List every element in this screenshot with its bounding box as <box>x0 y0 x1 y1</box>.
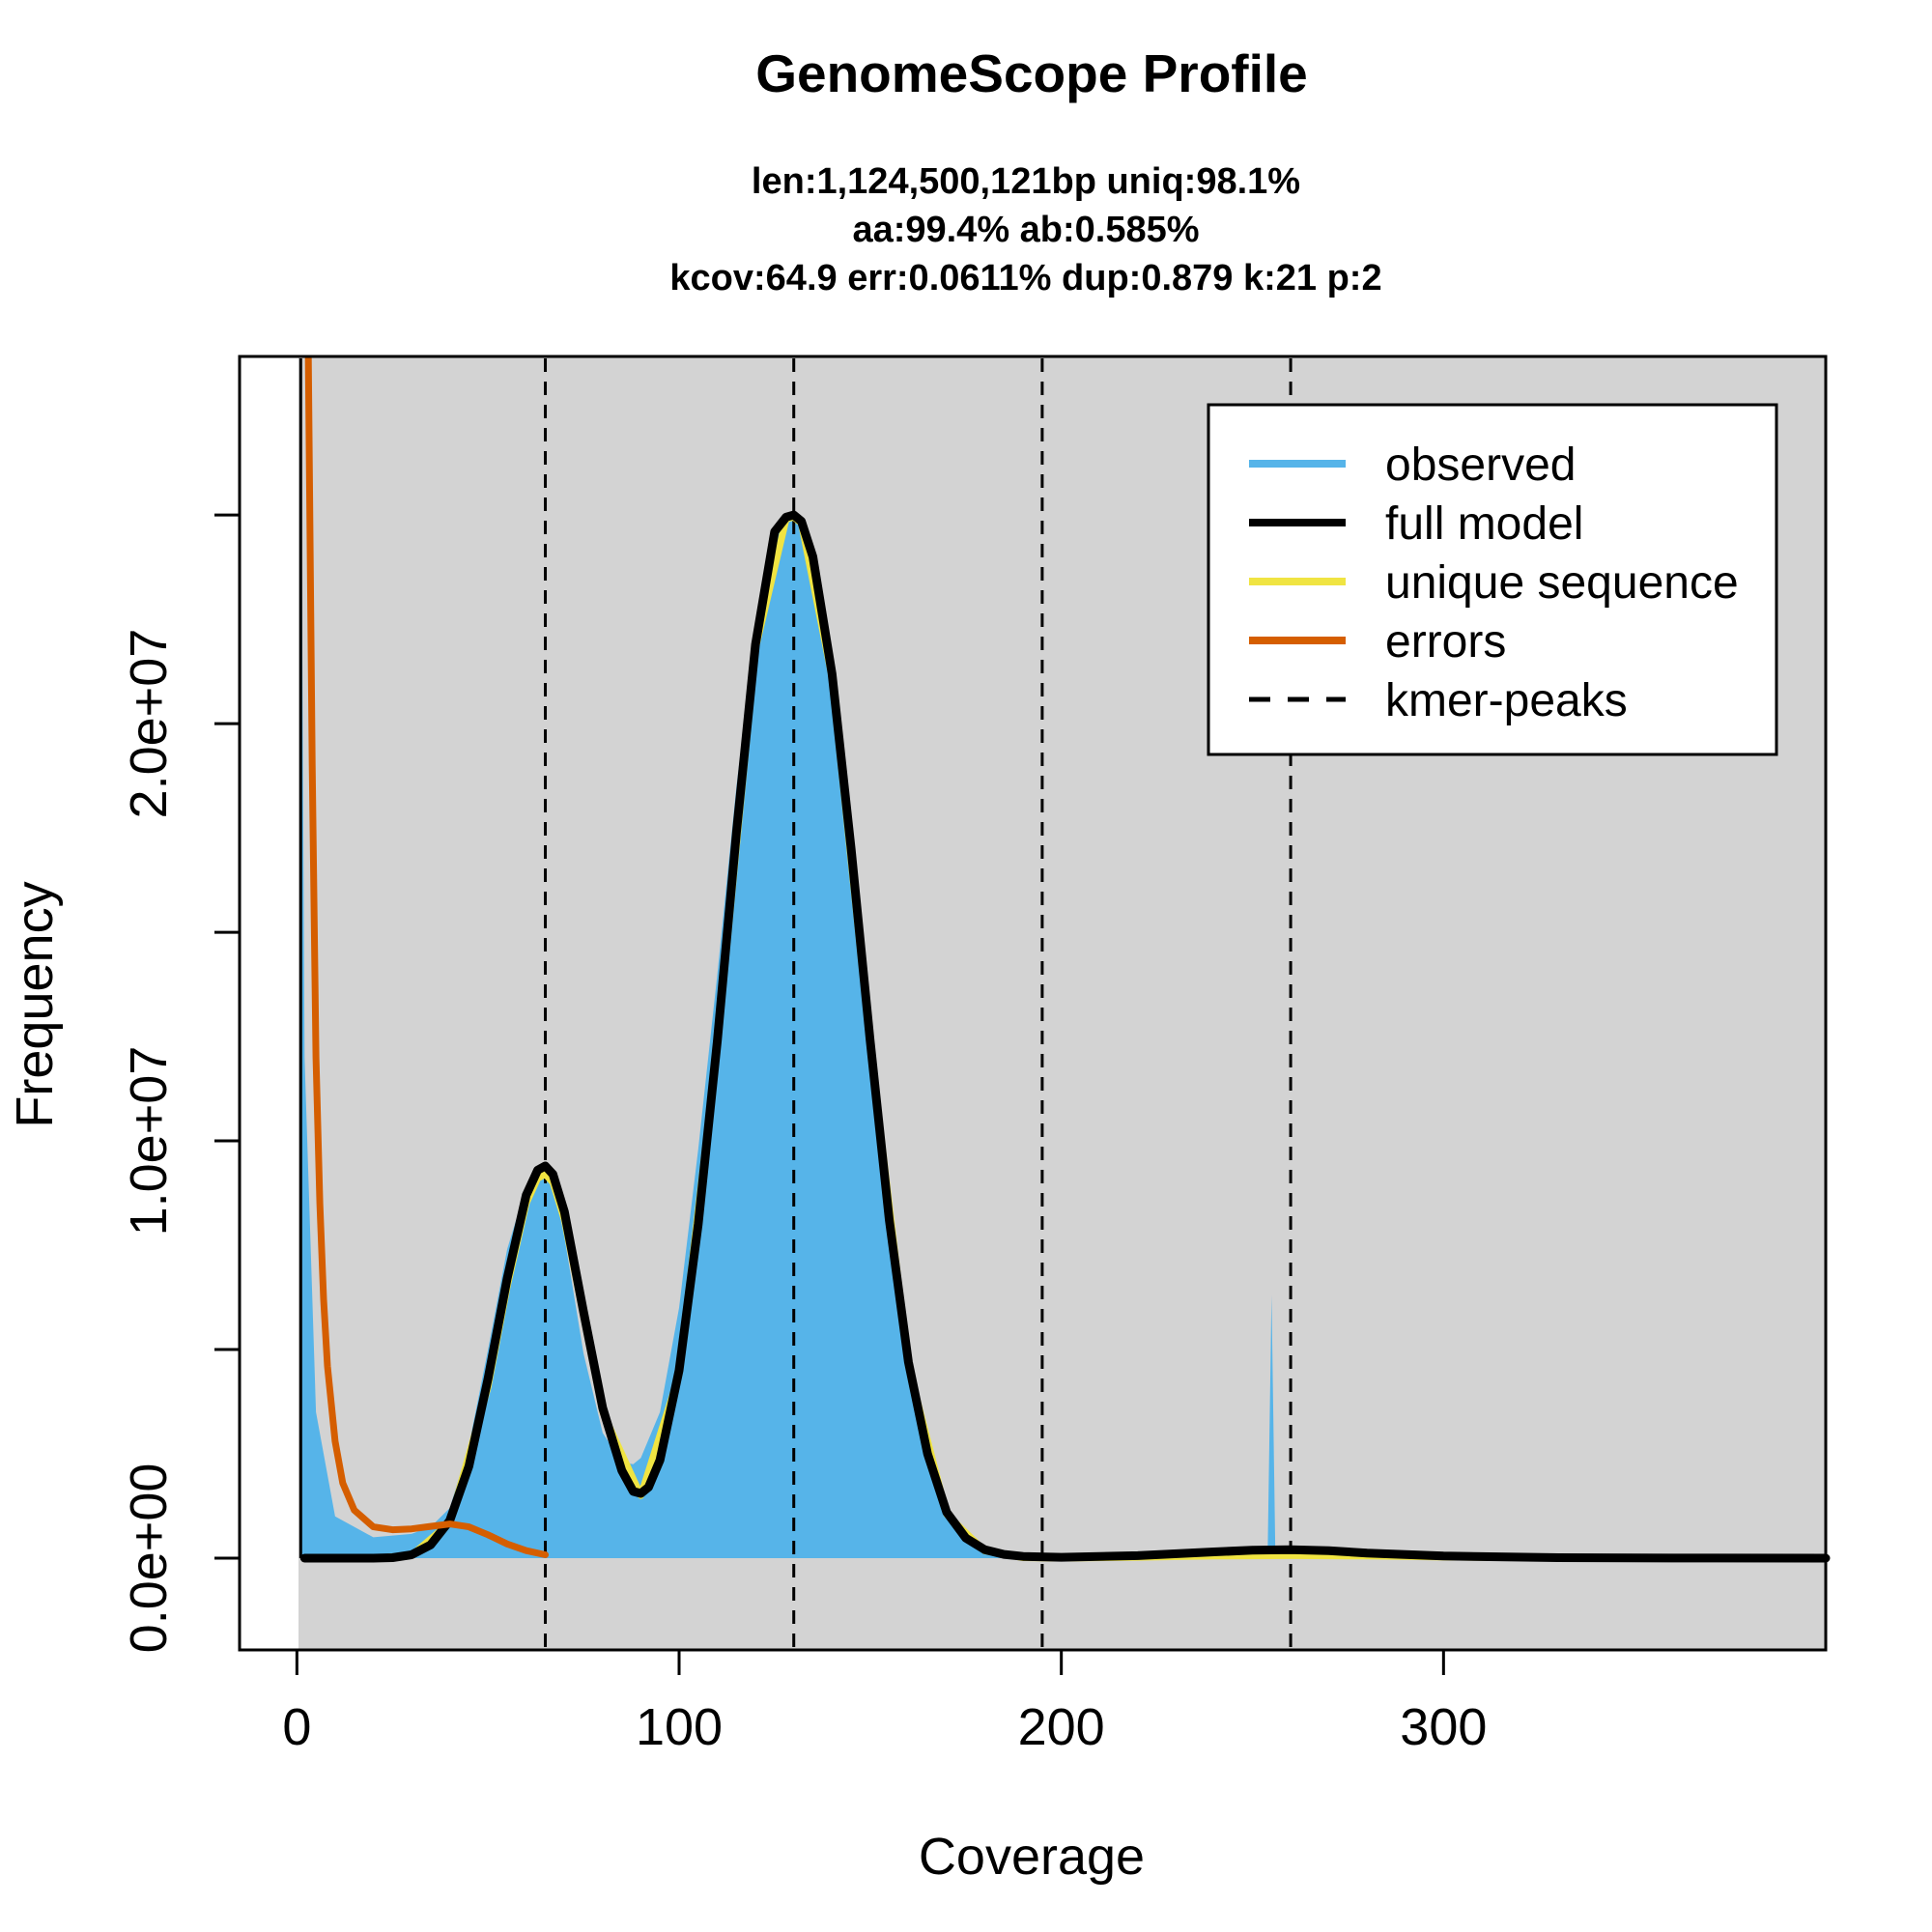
x-tick-label-200: 200 <box>1018 1698 1105 1756</box>
y-axis-label: Frequency <box>6 881 64 1127</box>
legend-label-full-model: full model <box>1385 498 1583 550</box>
y-axis: 0.0e+00 1.0e+07 2.0e+07 <box>120 513 242 1654</box>
legend-label-kmer-peaks: kmer-peaks <box>1385 675 1628 726</box>
series-full-model-line <box>299 510 1831 1563</box>
chart-title: GenomeScope Profile <box>755 43 1308 103</box>
y-tick-label-4: 2.0e+07 <box>120 629 178 819</box>
legend: observed full model unique sequence erro… <box>1207 403 1778 756</box>
y-tick-label-2: 1.0e+07 <box>120 1046 178 1236</box>
x-axis: 0 100 200 300 <box>282 1648 1487 1756</box>
white-band <box>241 357 298 1649</box>
legend-label-errors: errors <box>1385 616 1506 668</box>
legend-label-unique-sequence: unique sequence <box>1385 557 1739 609</box>
legend-label-observed: observed <box>1385 440 1576 491</box>
chart-subtitle-line-1: len:1,124,500,121bp uniq:98.1% <box>752 161 1300 202</box>
observed-area-group <box>298 358 1826 1558</box>
y-tick-label-0: 0.0e+00 <box>120 1463 178 1654</box>
x-tick-label-300: 300 <box>1400 1698 1487 1756</box>
chart-subtitle-line-3: kcov:64.9 err:0.0611% dup:0.879 k:21 p:2 <box>669 258 1381 298</box>
chart-subtitle-line-2: aa:99.4% ab:0.585% <box>852 210 1199 250</box>
x-tick-label-100: 100 <box>636 1698 723 1756</box>
x-axis-label: Coverage <box>919 1828 1145 1886</box>
x-tick-label-0: 0 <box>282 1698 311 1756</box>
series-errors-line <box>304 355 549 1558</box>
model-lines-group <box>299 355 1831 1563</box>
